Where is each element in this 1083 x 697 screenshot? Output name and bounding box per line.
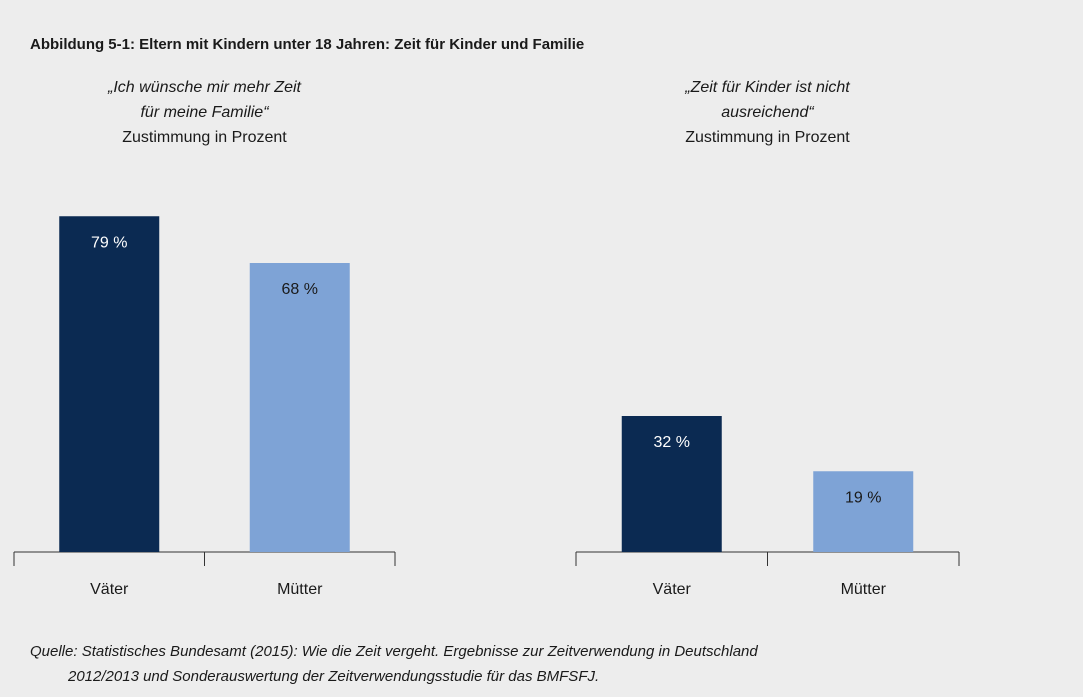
chart-subtitle: Zustimmung in Prozent — [122, 129, 287, 146]
source: Quelle: Statistisches Bundesamt (2015): … — [30, 643, 758, 660]
bar — [59, 216, 160, 552]
source: 2012/2013 und Sonderauswertung der Zeitv… — [67, 668, 599, 685]
value-label: 79 % — [91, 234, 127, 251]
x-tick-label: Mütter — [841, 581, 887, 598]
value-label: 68 % — [282, 281, 318, 298]
bar — [621, 416, 722, 552]
x-tick-label: Väter — [653, 581, 692, 598]
chart-title: für meine Familie“ — [140, 104, 270, 121]
x-tick-label: Väter — [90, 581, 129, 598]
chart-subtitle: Zustimmung in Prozent — [685, 129, 850, 146]
value-label: 19 % — [845, 489, 881, 506]
bar — [249, 263, 350, 552]
chart-title: „Zeit für Kinder ist nicht — [684, 79, 850, 96]
chart-title: „Ich wünsche mir mehr Zeit — [107, 79, 301, 96]
chart-title: ausreichend“ — [721, 104, 815, 121]
figure-title: Abbildung 5-1: Eltern mit Kindern unter … — [30, 36, 584, 53]
x-tick-label: Mütter — [277, 581, 323, 598]
bar — [813, 471, 914, 552]
value-label: 32 % — [654, 434, 690, 451]
